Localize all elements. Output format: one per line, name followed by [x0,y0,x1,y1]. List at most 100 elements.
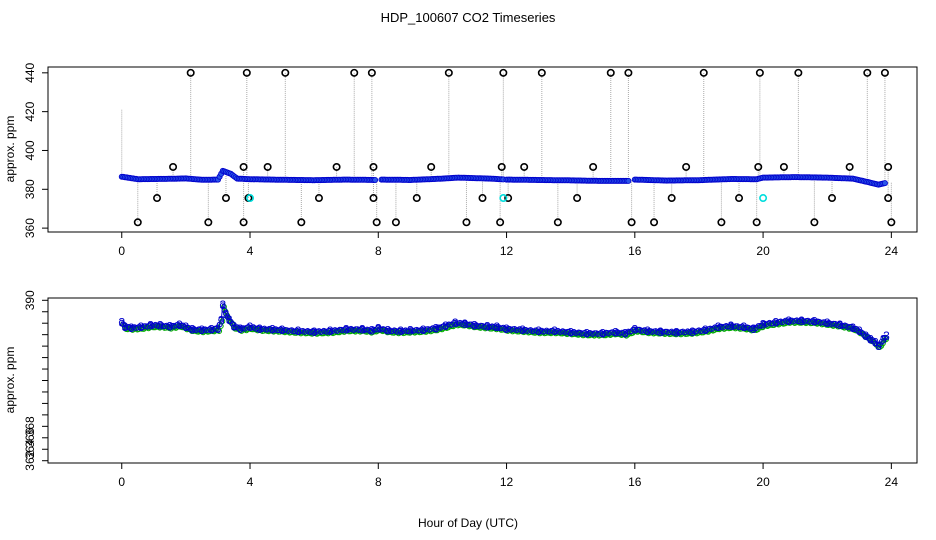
series-label-mark: 3 [452,316,459,330]
series-label-mark: 3 [369,324,376,338]
series-point-blue [120,321,127,328]
series-label-mark: 3 [199,323,206,337]
outlier-point [755,68,764,77]
series-label-mark: 3 [183,320,190,334]
outlier-point [350,68,359,77]
series-label-mark: 3 [256,322,263,336]
series-label-mark: 3 [740,320,747,334]
top-x-tick-label: 16 [628,244,642,258]
series-label-mark: 3 [471,319,478,333]
bottom-y-axis-label: approx. ppm [3,347,17,414]
series-point-blue [216,321,223,328]
outlier-point [372,218,381,227]
data-point [625,177,632,184]
series-label-mark: 3 [343,323,350,337]
outlier-point [412,194,421,203]
series-label-mark: 3 [215,322,222,336]
series-label-mark: 3 [503,322,510,336]
bottom-x-tick-label: 8 [375,475,382,489]
outlier-point [880,68,889,77]
series-label-mark: 3 [773,316,780,330]
series-label-mark: 3 [327,324,334,338]
series-label-mark: 3 [223,308,230,322]
cyan-point [499,194,508,203]
outlier-point [884,162,893,171]
outlier-point [845,162,854,171]
series-label-mark: 3 [760,317,767,331]
top-y-tick-label: 380 [23,179,37,199]
series-point-blue [229,321,236,327]
series-label-mark: 3 [279,323,286,337]
outlier-point [221,194,230,203]
bottom-x-axis: 0 4 8 12 16 20 24 [118,463,898,489]
outlier-point [242,68,251,77]
bottom-y-tick-label: 364 [23,439,37,459]
outlier-point [887,218,896,227]
series-label-mark: 3 [612,325,619,339]
data-point [372,176,379,183]
outlier-point [828,194,837,203]
series-label-mark: 3 [494,320,501,334]
outlier-point [478,194,487,203]
series-label-mark: 3 [644,324,651,338]
series-label-mark: 3 [862,329,869,343]
outlier-point [553,218,562,227]
outlier-point [754,162,763,171]
top-y-tick-label: 420 [23,101,37,121]
outlier-point [239,162,248,171]
series-label-mark: 3 [226,313,233,327]
series-label-mark: 3 [856,324,863,338]
outlier-point [499,68,508,77]
series-label-mark: 3 [657,325,664,339]
top-panel: 0 4 8 12 16 20 24 360 380 400 420 440 approx. ppm [3,62,918,258]
series-label-mark: 3 [231,320,238,334]
series-point-blue [215,326,221,333]
series-point-green [217,323,224,330]
outlier-point [682,162,691,171]
bottom-y-tick-label: 368 [23,416,37,436]
outlier-point [169,162,178,171]
outlier-point [369,194,378,203]
series-point-green [219,318,226,325]
series-label-mark: 3 [269,323,276,337]
series-label-mark: 3 [189,323,196,337]
outlier-point [462,218,471,227]
series-label-mark: 3 [462,317,469,331]
series-label-mark: 3 [138,320,145,334]
series-label-mark: 3 [837,318,844,332]
series-label-mark: 3 [811,315,818,329]
series-label-mark: 3 [567,325,574,339]
series-label-mark: 3 [247,320,254,334]
bottom-x-tick-label: 20 [756,475,770,489]
cyan-point [759,194,768,203]
top-y-axis: 360 380 400 420 440 [23,62,48,238]
series-point-blue [218,316,225,323]
series-label-mark: 3 [484,320,491,334]
series-label-mark: 3 [208,323,215,337]
outlier-point [779,162,788,171]
series-label-mark: 3 [622,327,629,341]
bottom-x-tick-label: 16 [628,475,642,489]
bottom-y-tick-label: 390 [23,290,37,310]
series-label-mark: 3 [798,314,805,328]
outlier-point [133,218,142,227]
outlier-point [297,218,306,227]
series-point-blue [875,342,882,349]
series-label-mark: 3 [397,324,404,338]
top-x-axis: 0 4 8 12 16 20 24 [118,232,898,258]
outlier-point [520,162,529,171]
series-point-blue [223,311,229,317]
outlier-point [427,162,436,171]
outlier-point [496,218,505,227]
outlier-point [204,218,213,227]
series-label-mark: 3 [599,327,606,341]
series-point-blue [219,302,226,309]
top-x-tick-label: 4 [247,244,254,258]
series-point-green [876,344,883,351]
outlier-point [863,68,872,77]
outlier-point [667,194,676,203]
outlier-point [186,68,195,77]
series-label-mark: 3 [420,323,427,337]
bottom-x-tick-label: 0 [118,475,125,489]
